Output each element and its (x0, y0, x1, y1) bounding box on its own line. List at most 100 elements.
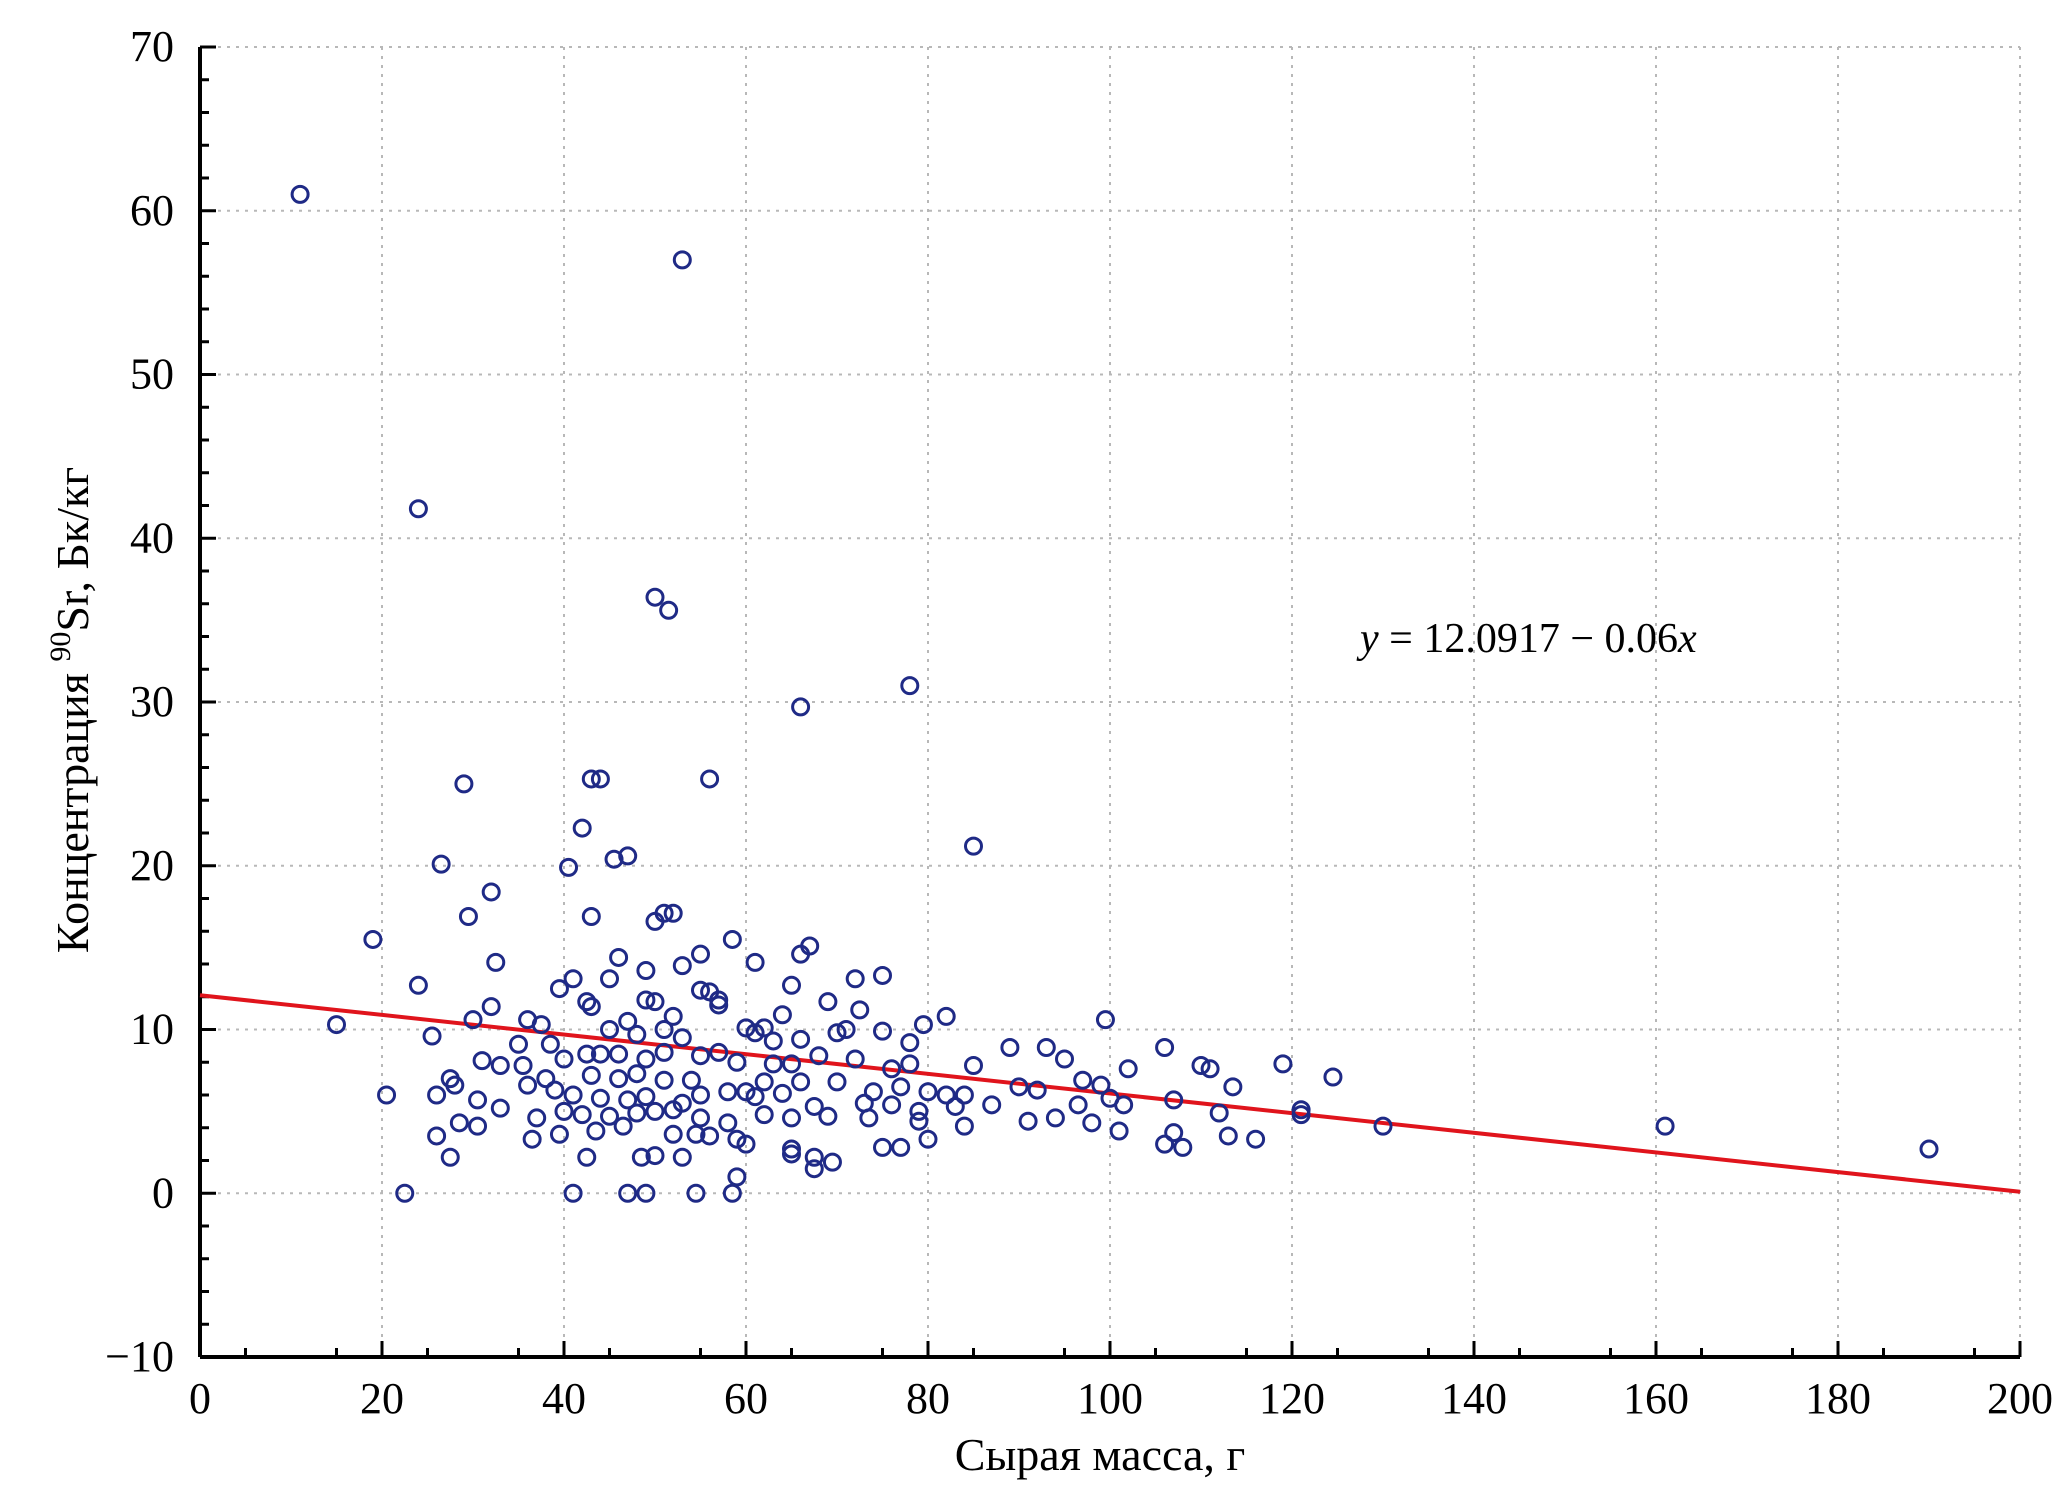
data-point (549, 1124, 569, 1144)
data-point (850, 1000, 870, 1020)
data-point (1919, 1139, 1939, 1159)
data-point (377, 1085, 397, 1105)
data-point (982, 1095, 1002, 1115)
data-point (581, 907, 601, 927)
data-point (1091, 1075, 1111, 1095)
data-point (627, 1103, 647, 1123)
data-point (581, 997, 601, 1017)
regression-layer (199, 993, 2021, 1194)
data-point (631, 1147, 651, 1167)
data-point (1000, 1038, 1020, 1058)
data-point (686, 1124, 706, 1144)
data-point (859, 1108, 879, 1128)
data-point (754, 1018, 774, 1038)
grid-layer (200, 46, 2021, 1357)
data-point (700, 1126, 720, 1146)
data-point (691, 980, 710, 1000)
x-tick-label: 100 (1077, 1374, 1143, 1423)
data-point (490, 1056, 510, 1076)
data-point (1027, 1080, 1047, 1100)
data-point (791, 697, 811, 717)
data-point (909, 1101, 929, 1121)
data-point (1655, 1116, 1675, 1136)
data-point (1191, 1056, 1211, 1076)
x-tick-label: 120 (1259, 1374, 1325, 1423)
y-axis-title-suffix: Sr, Бк/кг (47, 467, 98, 632)
data-point (468, 1116, 488, 1136)
data-point (700, 769, 720, 789)
data-point (722, 1183, 742, 1203)
data-point (1114, 1095, 1134, 1115)
data-point (449, 1113, 469, 1133)
data-point (604, 849, 624, 869)
data-point (563, 1085, 583, 1105)
data-point (427, 1126, 447, 1146)
data-point (873, 965, 892, 985)
data-point (822, 1152, 842, 1172)
data-point (1095, 1010, 1115, 1030)
y-axis-title: Концентрация 90Sr, Бк/кг (44, 467, 98, 953)
data-point (745, 1087, 765, 1107)
data-point (427, 1085, 447, 1105)
data-point (486, 952, 506, 972)
data-point (572, 818, 592, 838)
equation-x-var: x (1677, 616, 1697, 662)
data-point (1323, 1067, 1343, 1087)
data-point (1073, 1070, 1093, 1090)
data-point (490, 1098, 510, 1118)
data-point (763, 1031, 783, 1051)
data-point (772, 1005, 792, 1025)
data-point (804, 1159, 824, 1179)
data-point (1118, 1059, 1138, 1079)
data-point (468, 1090, 488, 1110)
data-point (745, 1023, 765, 1043)
x-tick-label: 20 (360, 1374, 404, 1423)
data-point (763, 1054, 783, 1074)
data-point (627, 1064, 647, 1084)
x-tick-label: 160 (1623, 1374, 1689, 1423)
data-point (636, 961, 656, 981)
data-point (691, 1046, 710, 1066)
data-point (782, 1108, 801, 1128)
regression-line (199, 993, 2021, 1194)
data-point (559, 857, 579, 877)
data-point (609, 1069, 629, 1089)
data-point (845, 1049, 865, 1069)
y-tick-label: 20 (130, 841, 174, 890)
y-tick-label: 60 (130, 186, 174, 235)
data-point (727, 1167, 747, 1187)
y-tick-label: −10 (105, 1332, 174, 1381)
data-point (709, 1042, 729, 1062)
y-tick-label: 0 (152, 1168, 174, 1217)
data-point (645, 1146, 665, 1166)
y-tick-label: 50 (130, 350, 174, 399)
data-point (1068, 1095, 1088, 1115)
data-point (736, 1134, 756, 1154)
data-point (1373, 1116, 1393, 1136)
data-point (718, 1113, 738, 1133)
data-point (518, 1075, 538, 1095)
data-point (1209, 1103, 1229, 1123)
data-point (563, 969, 583, 989)
data-point (945, 1096, 965, 1116)
data-point (527, 1108, 547, 1128)
x-tick-label: 180 (1805, 1374, 1871, 1423)
data-point (363, 929, 383, 949)
data-point (727, 1052, 747, 1072)
y-tick-label: 70 (130, 22, 174, 71)
data-point (509, 1034, 528, 1054)
data-point (882, 1059, 902, 1079)
data-point (454, 774, 474, 794)
data-point (577, 992, 597, 1012)
data-point (636, 1087, 656, 1107)
data-point (431, 854, 451, 874)
data-point (1218, 1126, 1238, 1146)
data-point (481, 882, 501, 902)
data-point (645, 992, 665, 1012)
data-point (709, 995, 729, 1015)
data-point (663, 1124, 683, 1144)
y-tick-label: 30 (130, 677, 174, 726)
data-point (891, 1077, 911, 1097)
data-point (540, 1034, 560, 1054)
